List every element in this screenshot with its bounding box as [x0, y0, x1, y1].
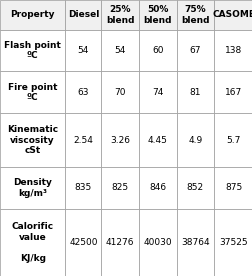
Bar: [213, 167, 252, 209]
Bar: [101, 209, 138, 276]
Bar: [138, 113, 176, 167]
Bar: [65, 113, 101, 167]
Text: 75%
blend: 75% blend: [180, 5, 209, 25]
Text: Diesel: Diesel: [68, 10, 99, 19]
Text: 70: 70: [114, 88, 125, 97]
Text: 835: 835: [75, 184, 92, 192]
Bar: [138, 0, 176, 30]
Text: 4.45: 4.45: [147, 136, 167, 145]
Bar: [176, 113, 213, 167]
Text: 54: 54: [114, 46, 125, 55]
Text: Calorific
value

KJ/kg: Calorific value KJ/kg: [12, 222, 53, 263]
Bar: [176, 209, 213, 276]
Text: 63: 63: [77, 88, 89, 97]
Text: 25%
blend: 25% blend: [106, 5, 134, 25]
Bar: [101, 167, 138, 209]
Bar: [138, 30, 176, 71]
Bar: [65, 30, 101, 71]
Bar: [138, 209, 176, 276]
Bar: [176, 0, 213, 30]
Bar: [213, 0, 252, 30]
Bar: [138, 71, 176, 113]
Text: 875: 875: [224, 184, 241, 192]
Bar: [138, 167, 176, 209]
Text: Density
kg/m³: Density kg/m³: [13, 178, 52, 198]
Text: 138: 138: [224, 46, 241, 55]
Bar: [65, 0, 101, 30]
Text: CASOME: CASOME: [211, 10, 252, 19]
Bar: [176, 167, 213, 209]
Bar: [176, 71, 213, 113]
Bar: [213, 71, 252, 113]
Bar: [0, 113, 65, 167]
Bar: [101, 71, 138, 113]
Text: 5.7: 5.7: [226, 136, 240, 145]
Bar: [0, 209, 65, 276]
Text: 38764: 38764: [180, 238, 209, 247]
Bar: [0, 71, 65, 113]
Text: 74: 74: [151, 88, 163, 97]
Text: 37525: 37525: [218, 238, 247, 247]
Bar: [213, 30, 252, 71]
Text: 42500: 42500: [69, 238, 97, 247]
Text: Property: Property: [10, 10, 55, 19]
Text: 825: 825: [111, 184, 128, 192]
Text: 40030: 40030: [143, 238, 171, 247]
Bar: [101, 30, 138, 71]
Text: Fire point
ºC: Fire point ºC: [8, 83, 57, 102]
Bar: [101, 113, 138, 167]
Text: Flash point
ºC: Flash point ºC: [4, 41, 61, 60]
Text: 60: 60: [151, 46, 163, 55]
Bar: [0, 167, 65, 209]
Text: 167: 167: [224, 88, 241, 97]
Text: 852: 852: [186, 184, 203, 192]
Bar: [213, 209, 252, 276]
Bar: [101, 0, 138, 30]
Text: 4.9: 4.9: [187, 136, 202, 145]
Text: 81: 81: [189, 88, 200, 97]
Text: 54: 54: [77, 46, 89, 55]
Bar: [65, 71, 101, 113]
Bar: [65, 167, 101, 209]
Text: Kinematic
viscosity
cSt: Kinematic viscosity cSt: [7, 125, 58, 155]
Bar: [176, 30, 213, 71]
Bar: [0, 0, 65, 30]
Text: 846: 846: [149, 184, 166, 192]
Text: 67: 67: [189, 46, 200, 55]
Text: 50%
blend: 50% blend: [143, 5, 171, 25]
Bar: [65, 209, 101, 276]
Bar: [213, 113, 252, 167]
Text: 2.54: 2.54: [73, 136, 93, 145]
Bar: [0, 30, 65, 71]
Text: 3.26: 3.26: [110, 136, 130, 145]
Text: 41276: 41276: [106, 238, 134, 247]
